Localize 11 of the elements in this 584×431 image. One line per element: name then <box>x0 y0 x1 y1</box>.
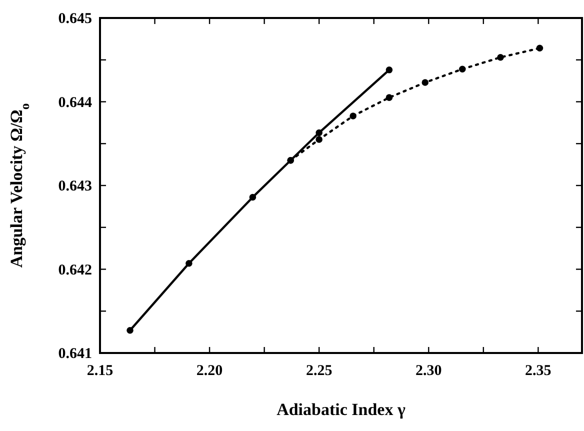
x-axis-title: Adiabatic Index γ <box>276 400 406 419</box>
y-tick-label: 0.644 <box>58 94 92 111</box>
y-tick-label: 0.643 <box>58 178 92 194</box>
x-tick-label: 2.15 <box>86 363 114 379</box>
text: 2.30 <box>416 363 442 379</box>
x-tick-label: 2.35 <box>525 363 552 379</box>
y-tick-label: 0.641 <box>58 346 92 362</box>
text: 2.20 <box>196 363 223 379</box>
y-tick-label: 0.645 <box>58 11 92 27</box>
x-tick-label: 2.25 <box>306 363 332 379</box>
y-tick-label: 0.642 <box>58 262 92 278</box>
